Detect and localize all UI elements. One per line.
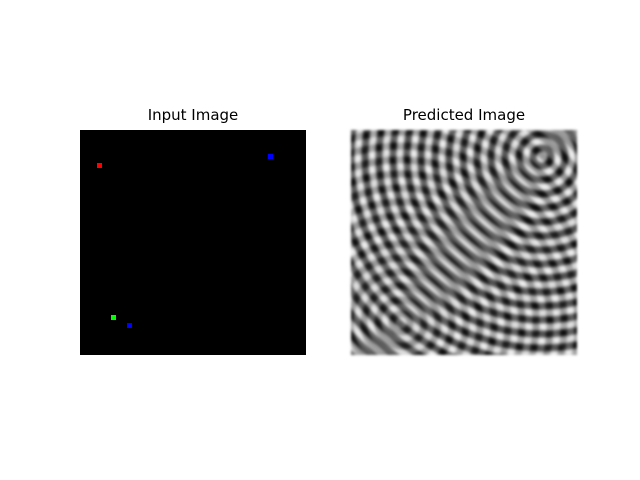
green-point: [111, 315, 116, 320]
blue-point: [127, 323, 132, 328]
panel-title: Predicted Image: [402, 106, 526, 124]
blue-point: [268, 154, 273, 159]
predicted-image: [351, 130, 577, 355]
red-point: [97, 163, 102, 168]
input-image: [80, 130, 306, 355]
panel-title: Input Image: [147, 106, 239, 124]
